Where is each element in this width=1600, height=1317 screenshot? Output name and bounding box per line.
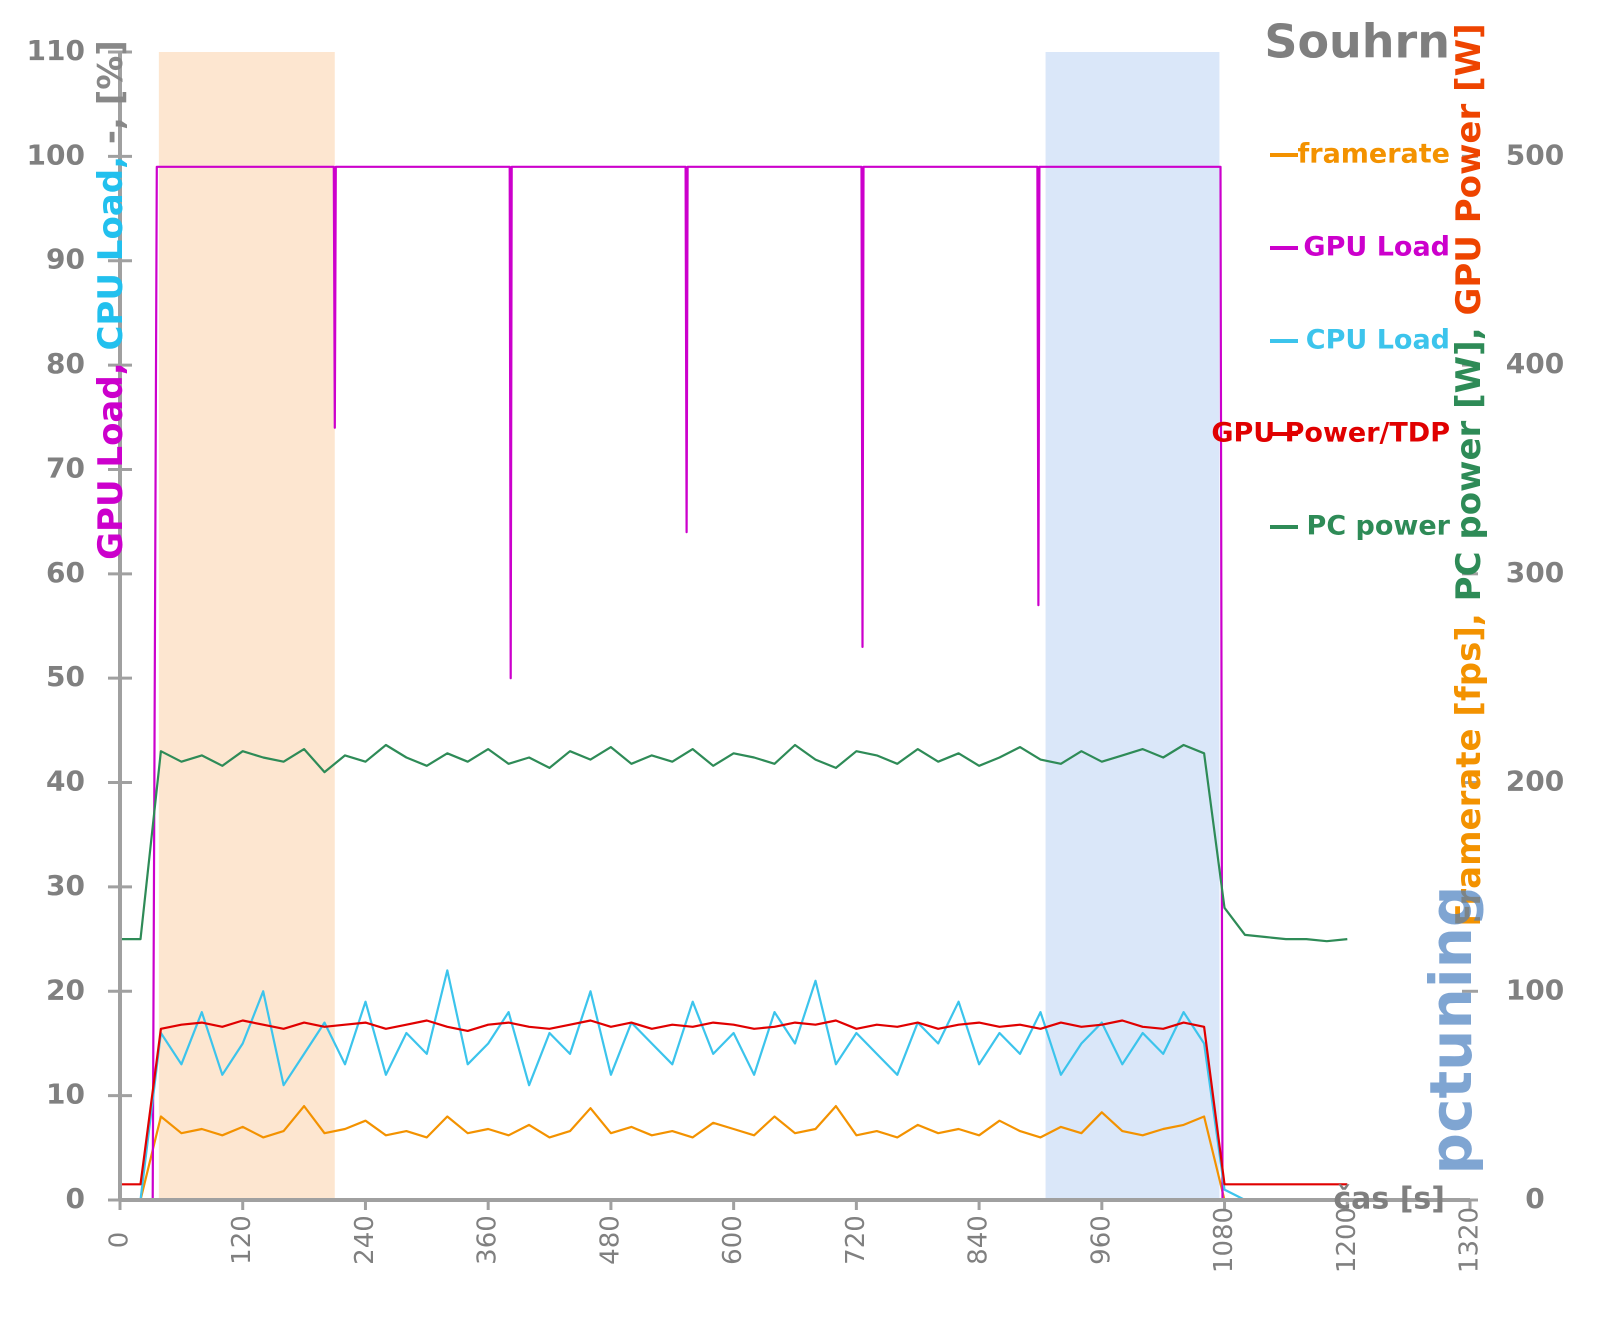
y2-title: Framerate [fps], PC power [W], GPU Power… — [1449, 23, 1489, 926]
y-tick-label: 30 — [46, 869, 85, 902]
x-tick-label: 1320 — [1455, 1207, 1485, 1273]
x-tick-label: 1200 — [1332, 1207, 1362, 1273]
y-title: GPU Load, CPU Load, -, [%] — [91, 40, 131, 560]
y2-title-part: Framerate [fps], — [1449, 613, 1489, 926]
series-line — [120, 1019, 1348, 1186]
y-tick-label: 70 — [46, 451, 85, 484]
x-tick-label: 840 — [964, 1215, 994, 1265]
series-line — [120, 969, 1348, 1202]
legend-label: CPU Load — [1306, 325, 1450, 356]
y2-tick-label: 500 — [1506, 138, 1564, 171]
series-line — [120, 1105, 1348, 1202]
plot-background — [158, 52, 1220, 1200]
watermark: pctuning — [1417, 886, 1485, 1175]
y2-title-part: PC power [W], — [1449, 327, 1489, 613]
x-tick-label: 1080 — [1209, 1207, 1239, 1273]
x-tick-label: 600 — [718, 1215, 748, 1265]
y-tick-label: 0 — [66, 1182, 85, 1215]
legend-label: GPU Power/TDP — [1211, 418, 1450, 449]
y2-title-part: GPU Power [W] — [1449, 23, 1489, 327]
x-axis-label: čas [s] — [1333, 1182, 1445, 1217]
x-tick-label: 480 — [595, 1215, 625, 1265]
x-tick-label: 0 — [105, 1232, 135, 1249]
y-tick-label: 90 — [46, 243, 85, 276]
y2-tick-label: 200 — [1506, 765, 1564, 798]
y-title-part: -, [%] — [91, 40, 131, 156]
y-tick-label: 100 — [27, 138, 85, 171]
y2-tick-label: 400 — [1506, 347, 1564, 380]
legend-label: framerate — [1298, 139, 1450, 170]
highlight-range — [1045, 52, 1220, 1200]
y2-tick-label: 100 — [1506, 973, 1564, 1006]
y-tick-label: 50 — [46, 660, 85, 693]
legend-label: PC power — [1307, 511, 1451, 542]
chart-title: Souhrn — [1264, 15, 1450, 69]
y-tick-label: 80 — [46, 347, 85, 380]
y2-tick-label: 0 — [1525, 1182, 1544, 1215]
series-line — [120, 743, 1348, 943]
y-tick-label: 40 — [46, 765, 85, 798]
x-tick-label: 120 — [227, 1215, 257, 1265]
axes: 0 120 240 360 480 600 720 840 960 1080 1200 1320010… — [27, 23, 1565, 1273]
y-tick-label: 10 — [46, 1078, 85, 1111]
series-line — [120, 165, 1348, 1202]
series — [120, 165, 1348, 1202]
y-tick-label: 110 — [27, 34, 85, 67]
x-tick-label: 960 — [1086, 1215, 1116, 1265]
x-tick-label: 720 — [841, 1215, 871, 1265]
y-title-part: CPU Load, — [91, 156, 131, 362]
legend-label: GPU Load — [1303, 232, 1450, 263]
x-tick-label: 240 — [350, 1215, 380, 1265]
y-tick-label: 60 — [46, 556, 85, 589]
highlight-range — [158, 52, 335, 1200]
x-tick-label: 360 — [473, 1215, 503, 1265]
y-title-part: GPU Load, — [91, 362, 131, 560]
y2-tick-label: 300 — [1506, 556, 1564, 589]
y-tick-label: 20 — [46, 973, 85, 1006]
